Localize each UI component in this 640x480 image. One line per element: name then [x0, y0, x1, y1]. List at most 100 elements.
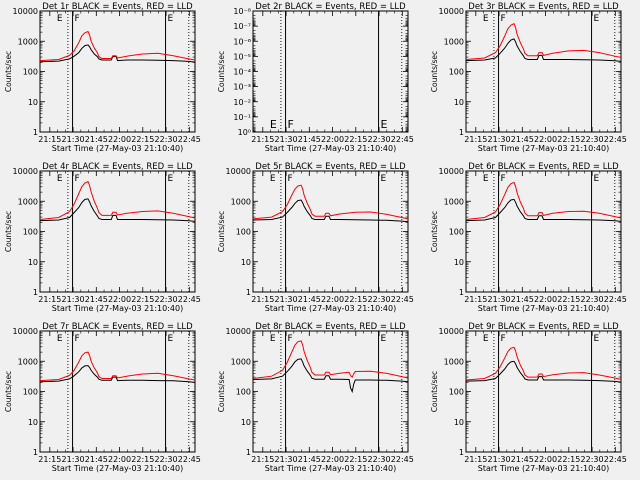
x-tick-label: 22:30 [581, 135, 604, 144]
chart-panel: Det 9r BLACK = Events, RED = LLD 1 10 100 10… [430, 322, 627, 473]
corner-letter: E [381, 174, 387, 184]
corner-letter: F [288, 174, 293, 184]
x-tick-label: 21:30 [275, 455, 298, 464]
x-tick-label: 22:45 [178, 295, 201, 304]
events-series-line [465, 38, 622, 62]
plot-frame [465, 330, 622, 453]
y-tick-label: 10⁻¹ [233, 113, 251, 122]
plot-frame [39, 10, 196, 133]
y-axis-label: Counts/sec [4, 371, 13, 412]
lld-series-line [465, 23, 622, 60]
plot-frame [465, 170, 622, 293]
plot-frame [252, 10, 409, 133]
corner-letter: E [483, 334, 489, 344]
y-tick-label: 1000 [231, 357, 251, 366]
events-series-line [39, 44, 196, 63]
y-tick-label: 1 [459, 128, 464, 137]
x-tick-label: 21:15 [38, 295, 61, 304]
x-axis-label: Start Time (27-May-03 21:10:40) [265, 304, 396, 313]
chart-title: Det 5r BLACK = Events, RED = LLD [255, 162, 406, 172]
y-tick-label: 10⁻⁷ [233, 22, 251, 31]
corner-letter: E [270, 174, 276, 184]
lld-series-line [39, 30, 196, 62]
corner-letter: E [381, 118, 388, 131]
x-tick-label: 22:00 [321, 135, 344, 144]
chart-title: Det 9r BLACK = Events, RED = LLD [468, 322, 619, 332]
corner-letter: E [168, 174, 174, 184]
corner-letter: E [483, 174, 489, 184]
y-tick-label: 10⁻³ [233, 83, 251, 92]
x-tick-label: 21:15 [464, 135, 487, 144]
x-tick-label: 21:45 [511, 295, 534, 304]
y-tick-label: 10 [241, 258, 251, 267]
x-axis-label: Start Time (27-May-03 21:10:40) [265, 464, 396, 473]
y-tick-label: 1 [459, 288, 464, 297]
x-tick-label: 22:15 [131, 295, 154, 304]
chart-panel: Det 7r BLACK = Events, RED = LLD 1 10 100 10… [4, 322, 201, 473]
x-tick-label: 21:30 [275, 135, 298, 144]
x-axis-label: Start Time (27-May-03 21:10:40) [52, 304, 183, 313]
y-axis-label: Counts/sec [430, 211, 439, 252]
x-axis-label: Start Time (27-May-03 21:10:40) [478, 304, 609, 313]
chart-panel: Det 2r BLACK = Events, RED = LLD 10⁰ 10⁻¹ 1… [217, 2, 414, 153]
y-tick-label: 10⁻⁴ [233, 68, 251, 77]
y-tick-label: 10000 [226, 327, 251, 336]
y-tick-label: 100 [449, 388, 464, 397]
chart-panel: Det 4r BLACK = Events, RED = LLD 1 10 100 10… [4, 162, 201, 313]
x-axis-label: Start Time (27-May-03 21:10:40) [52, 464, 183, 473]
chart-title: Det 4r BLACK = Events, RED = LLD [42, 162, 193, 172]
x-tick-label: 22:45 [604, 455, 627, 464]
x-tick-label: 22:30 [581, 455, 604, 464]
x-tick-label: 22:00 [108, 135, 131, 144]
x-tick-label: 21:45 [298, 295, 321, 304]
x-tick-label: 21:15 [251, 295, 274, 304]
x-tick-label: 21:30 [488, 295, 511, 304]
y-tick-label: 10000 [226, 167, 251, 176]
chart-panel: Det 6r BLACK = Events, RED = LLD 1 10 100 10… [430, 162, 627, 313]
x-tick-label: 21:30 [488, 135, 511, 144]
x-tick-label: 21:15 [464, 455, 487, 464]
corner-letter: E [483, 14, 489, 24]
y-tick-label: 1000 [18, 197, 38, 206]
lld-series-line [252, 340, 409, 379]
y-tick-label: 10 [454, 258, 464, 267]
corner-letter: E [168, 14, 174, 24]
x-tick-label: 22:30 [368, 135, 391, 144]
x-tick-label: 22:15 [344, 455, 367, 464]
y-tick-label: 10000 [13, 7, 38, 16]
x-axis-label: Start Time (27-May-03 21:10:40) [265, 144, 396, 153]
x-tick-label: 21:45 [511, 135, 534, 144]
y-tick-label: 10⁻² [233, 98, 251, 107]
y-tick-label: 100 [23, 388, 38, 397]
x-tick-label: 21:15 [464, 295, 487, 304]
x-tick-label: 21:45 [85, 455, 108, 464]
y-tick-label: 10⁻⁶ [233, 37, 251, 46]
x-tick-label: 22:30 [155, 455, 178, 464]
events-series-line [39, 365, 196, 383]
y-tick-label: 1 [459, 448, 464, 457]
y-tick-label: 10⁻⁸ [233, 7, 251, 16]
y-tick-label: 1 [246, 288, 251, 297]
plot-frame [252, 330, 409, 453]
lld-series-line [465, 346, 622, 381]
corner-letter: E [57, 334, 63, 344]
y-axis-label: Counts/sec [430, 51, 439, 92]
y-tick-label: 1000 [18, 357, 38, 366]
x-tick-label: 22:45 [178, 135, 201, 144]
x-tick-label: 22:15 [131, 135, 154, 144]
chart-title: Det 1r BLACK = Events, RED = LLD [42, 2, 193, 12]
lld-series-line [252, 184, 409, 220]
y-tick-label: 10 [28, 258, 38, 267]
x-tick-label: 22:45 [391, 295, 414, 304]
y-tick-label: 10000 [13, 327, 38, 336]
y-tick-label: 100 [236, 388, 251, 397]
chart-title: Det 6r BLACK = Events, RED = LLD [468, 162, 619, 172]
x-tick-label: 22:00 [108, 295, 131, 304]
y-tick-label: 100 [449, 228, 464, 237]
events-series-line [252, 199, 409, 223]
x-tick-label: 22:00 [108, 455, 131, 464]
y-tick-label: 1000 [18, 37, 38, 46]
corner-letter: E [270, 334, 276, 344]
x-axis-label: Start Time (27-May-03 21:10:40) [478, 464, 609, 473]
x-axis-label: Start Time (27-May-03 21:10:40) [478, 144, 609, 153]
